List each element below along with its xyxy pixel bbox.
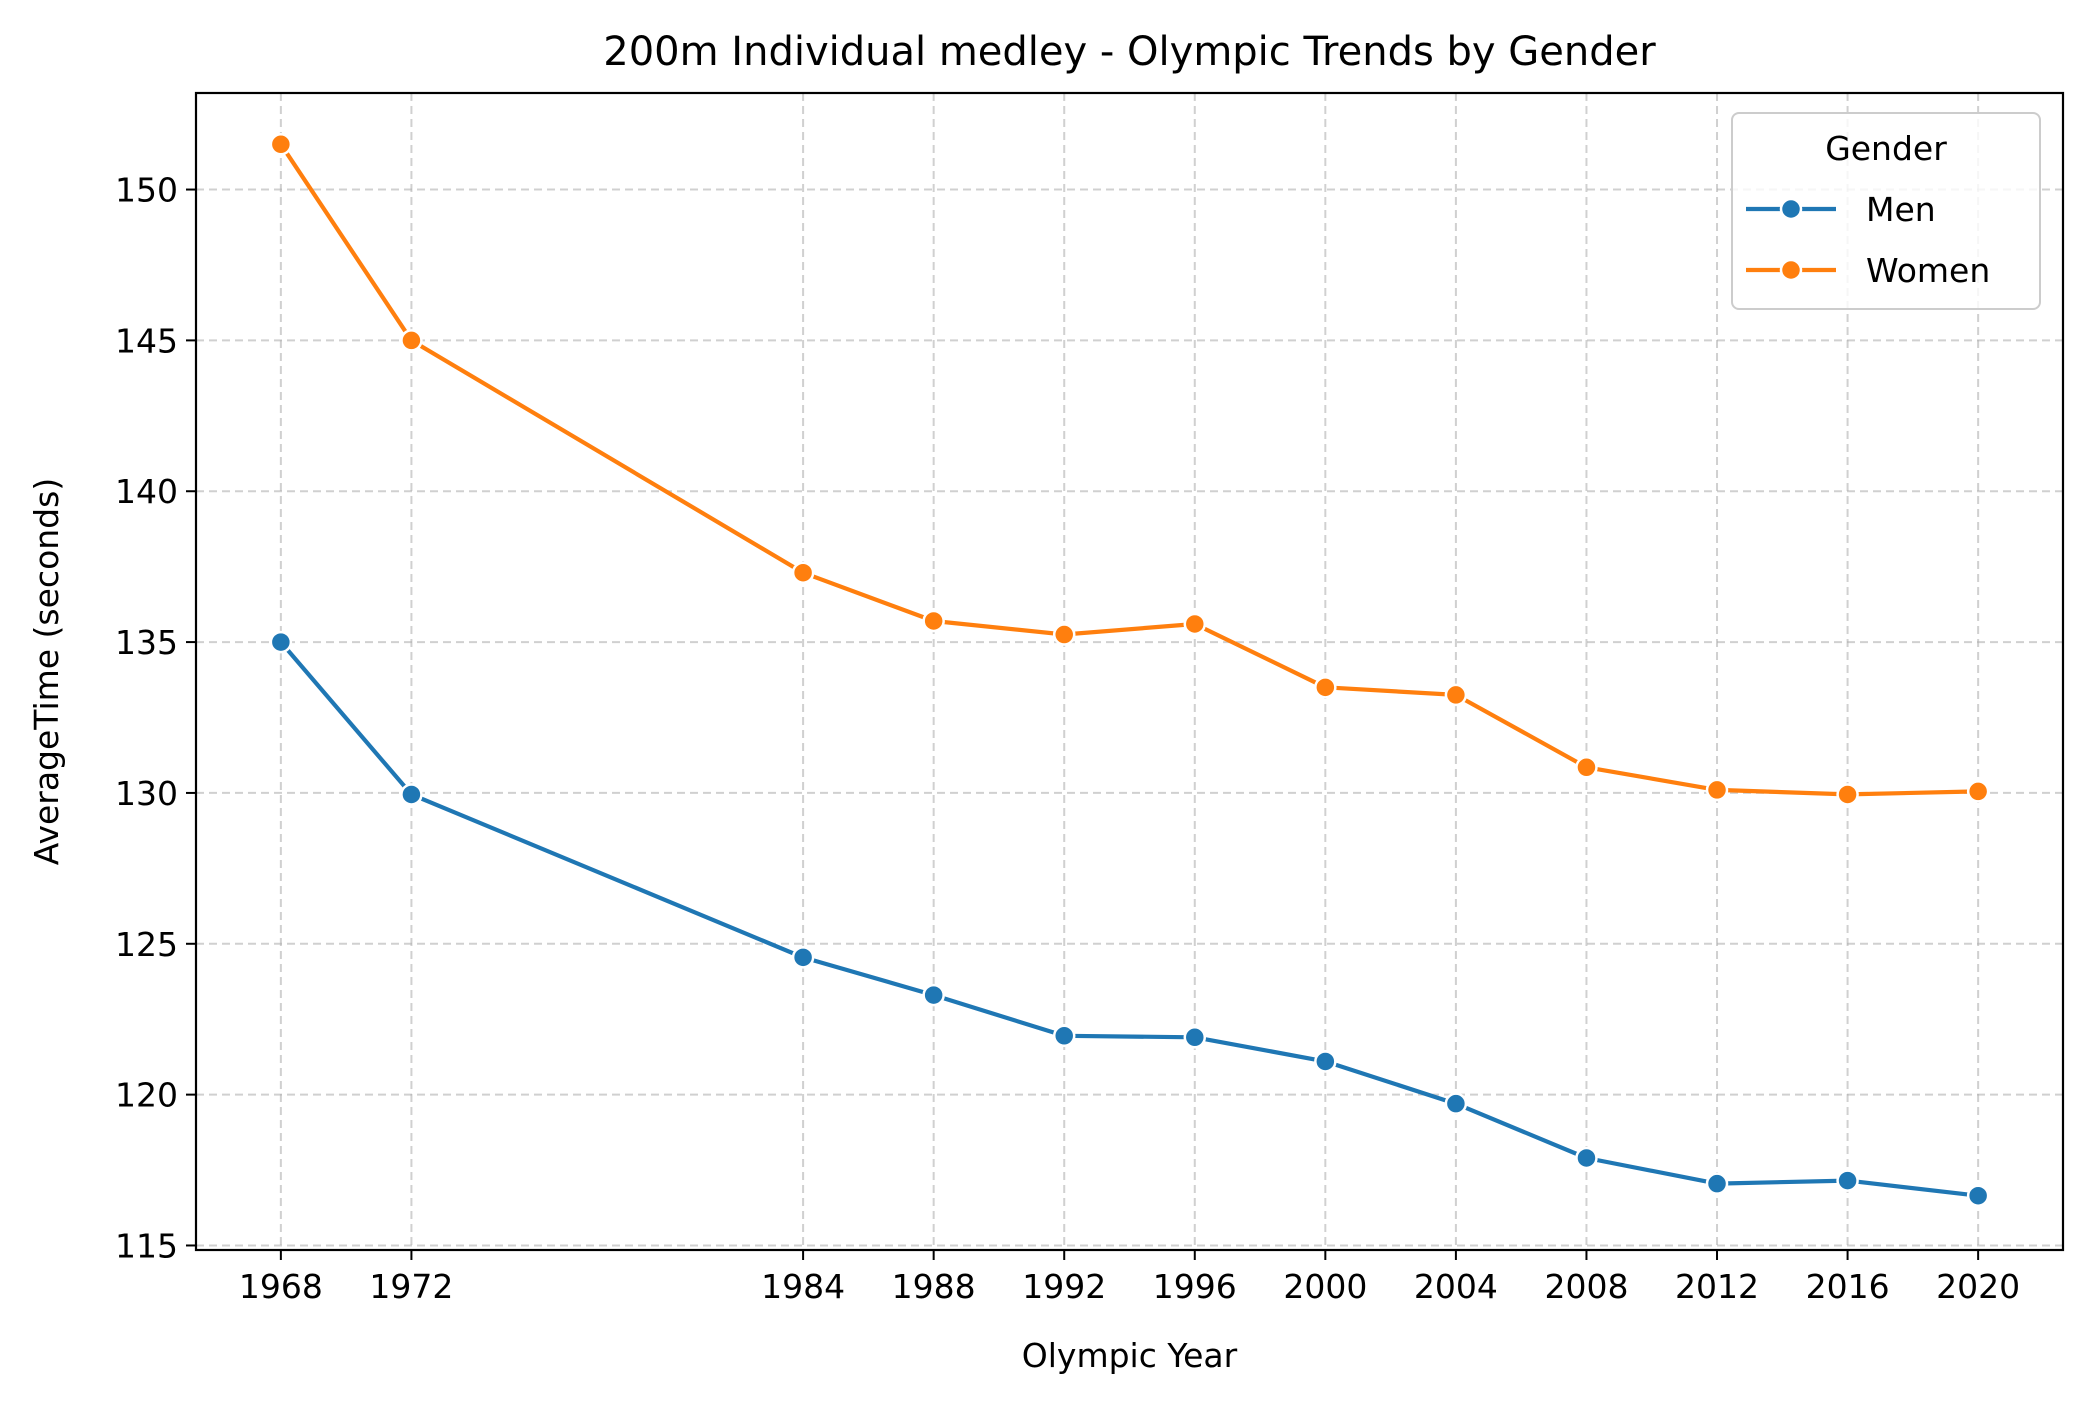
x-tick-label: 1972: [369, 1267, 453, 1306]
legend-marker-men: [1779, 197, 1803, 221]
y-axis-title: AverageTime (seconds): [27, 478, 66, 865]
data-point-women: [400, 329, 423, 352]
data-point-women: [1575, 756, 1598, 779]
x-tick-label: 1996: [1153, 1267, 1237, 1306]
data-point-women: [1705, 778, 1729, 802]
series-line-men: [278, 639, 1981, 1198]
data-point-women: [922, 609, 945, 633]
y-tick-label: 140: [115, 472, 178, 511]
x-axis-title: Olympic Year: [1022, 1336, 1238, 1375]
legend: Gender Men Women: [1731, 112, 2041, 310]
data-point-men: [1052, 1024, 1076, 1048]
data-point-women: [1836, 783, 1859, 806]
legend-title: Gender: [1825, 129, 1947, 168]
data-point-women: [791, 561, 815, 584]
data-point-women: [1966, 780, 1990, 803]
plot-frame: [194, 91, 2065, 1252]
data-point-men: [1705, 1172, 1729, 1195]
x-tick-label: 1988: [892, 1267, 976, 1306]
data-point-men: [791, 946, 815, 969]
data-point-women: [1314, 676, 1337, 699]
data-point-women: [269, 133, 293, 156]
x-tick-label: 2004: [1414, 1267, 1498, 1306]
data-point-men: [1575, 1146, 1598, 1170]
data-point-men: [1314, 1050, 1337, 1073]
y-tick-label: 150: [115, 171, 178, 210]
data-point-women: [1183, 612, 1207, 636]
series-line-women: [278, 142, 1981, 797]
x-tick-label: 1984: [761, 1267, 845, 1306]
data-point-women: [1052, 623, 1076, 646]
data-point-men: [1966, 1184, 1990, 1207]
legend-marker-women: [1779, 258, 1803, 282]
series-lines: [269, 133, 1990, 1207]
y-tick-label: 120: [115, 1076, 178, 1115]
axis-ticks: 1968 1972 1984 1988 1992 1996 2000 2004 2008 2012…: [115, 171, 2020, 1306]
y-tick-label: 135: [115, 623, 178, 662]
x-tick-label: 2020: [1936, 1267, 2020, 1306]
data-point-men: [922, 983, 945, 1007]
chart-title: 200m Individual medley - Olympic Trends …: [603, 29, 1656, 75]
y-tick-label: 130: [115, 774, 178, 813]
x-tick-label: 2016: [1806, 1267, 1890, 1306]
x-tick-label: 2000: [1283, 1267, 1367, 1306]
x-tick-label: 2012: [1675, 1267, 1759, 1306]
x-tick-label: 2008: [1544, 1267, 1628, 1306]
legend-box: [1731, 112, 2041, 310]
data-point-men: [1183, 1026, 1207, 1049]
legend-label-men: Men: [1866, 190, 1936, 229]
y-tick-label: 145: [115, 321, 178, 360]
data-point-men: [400, 783, 423, 806]
data-point-men: [1836, 1169, 1859, 1192]
data-point-men: [269, 630, 293, 654]
x-tick-label: 1992: [1022, 1267, 1106, 1306]
y-tick-label: 125: [115, 925, 178, 964]
x-tick-label: 1968: [239, 1267, 323, 1306]
data-point-women: [1444, 683, 1468, 707]
legend-label-women: Women: [1866, 251, 1990, 290]
grid: [196, 93, 2063, 1250]
y-tick-label: 115: [115, 1226, 178, 1265]
data-point-men: [1444, 1092, 1468, 1115]
